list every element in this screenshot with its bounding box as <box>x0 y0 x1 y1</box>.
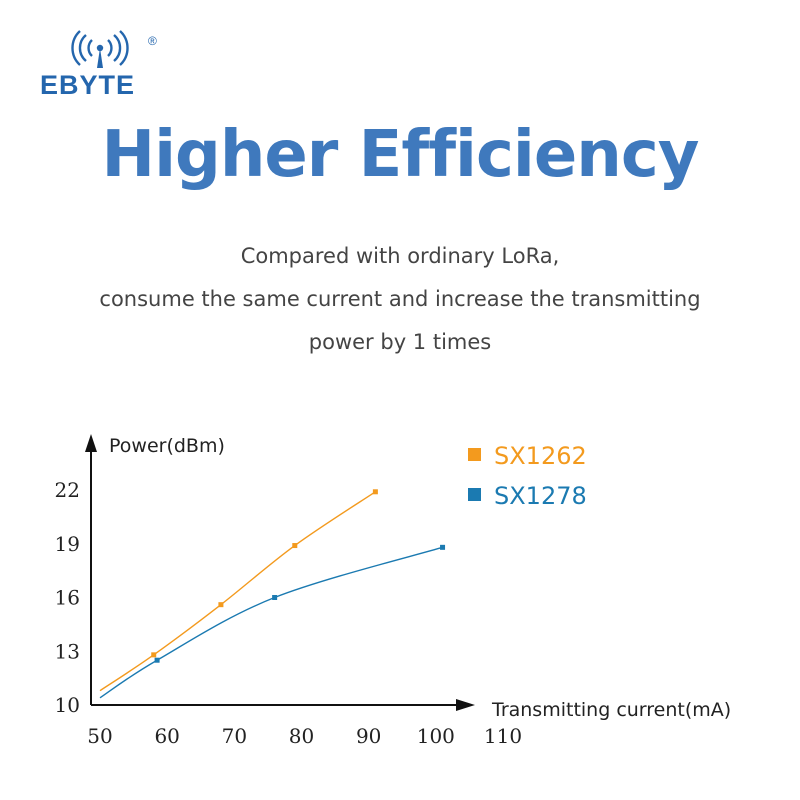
subtitle-line-3: power by 1 times <box>308 330 492 354</box>
y-tick-label: 13 <box>55 639 80 663</box>
data-point-sx1278 <box>272 595 278 600</box>
antenna-icon <box>71 30 129 68</box>
page-title: Higher Efficiency <box>101 118 700 192</box>
x-axis-arrow-icon <box>456 699 475 711</box>
series-line-sx1262 <box>99 491 376 692</box>
data-point-sx1262 <box>151 652 157 658</box>
subtitle-line-2: consume the same current and increase th… <box>99 287 701 311</box>
legend-swatch-sx1278 <box>468 488 481 501</box>
chart-axes: Power(dBm) Transmitting current(mA) 10 13 16… <box>55 434 731 748</box>
data-point-sx1278 <box>154 657 160 663</box>
y-axis-title: Power(dBm) <box>109 435 225 457</box>
legend-swatch-sx1262 <box>468 448 481 461</box>
y-axis-arrow-icon <box>85 434 97 452</box>
x-tick-label: 60 <box>154 724 179 748</box>
x-tick-label: 80 <box>289 724 314 748</box>
data-point-sx1262 <box>218 602 224 608</box>
data-point-sx1262 <box>292 543 298 549</box>
legend-label-sx1262: SX1262 <box>494 442 587 470</box>
y-tick-label: 16 <box>55 586 80 610</box>
data-point-sx1262 <box>372 489 378 495</box>
chart-series <box>99 489 446 699</box>
legend-label-sx1278: SX1278 <box>494 482 587 510</box>
logo-wordmark: EBYTE <box>40 70 136 100</box>
x-tick-label: 100 <box>417 724 455 748</box>
subtitle-line-1: Compared with ordinary LoRa, <box>240 244 560 268</box>
ebyte-logo: ® EBYTE <box>38 30 168 100</box>
y-tick-label: 10 <box>55 693 80 717</box>
y-tick-label: 19 <box>55 532 80 556</box>
y-tick-label: 22 <box>55 478 80 502</box>
chart-legend: SX1262 SX1278 <box>468 442 587 510</box>
data-point-sx1278 <box>440 544 446 550</box>
series-line-sx1278 <box>99 546 443 699</box>
x-tick-label: 90 <box>356 724 381 748</box>
registered-mark: ® <box>148 34 157 48</box>
x-axis-title: Transmitting current(mA) <box>491 699 731 721</box>
x-tick-label: 110 <box>484 724 522 748</box>
x-tick-label: 70 <box>222 724 247 748</box>
x-tick-label: 50 <box>87 724 112 748</box>
